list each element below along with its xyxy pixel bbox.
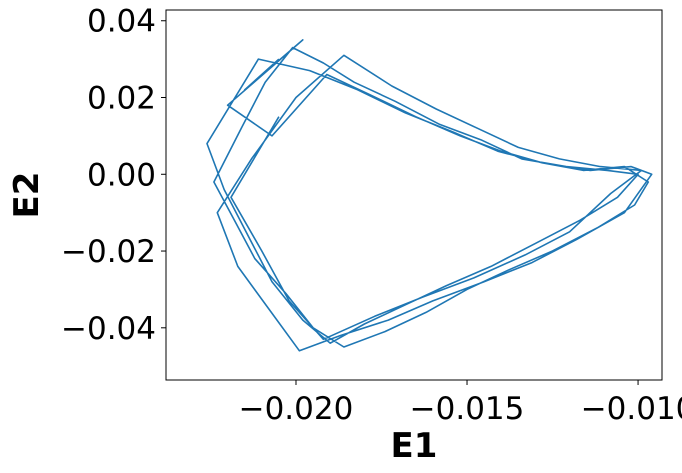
x-axis-ticks: −0.020 −0.015 −0.010 bbox=[239, 380, 682, 427]
x-tick-label: −0.020 bbox=[239, 391, 354, 427]
y-tick-label: −0.04 bbox=[61, 311, 156, 347]
y-axis-label: E2 bbox=[7, 172, 47, 219]
y-axis-ticks: 0.04 0.02 0.00 −0.02 −0.04 bbox=[61, 4, 166, 347]
x-axis-label: E1 bbox=[391, 426, 438, 466]
x-tick-label: −0.015 bbox=[410, 391, 525, 427]
series-line-0 bbox=[206, 39, 653, 352]
x-tick-label: −0.010 bbox=[581, 391, 682, 427]
y-tick-label: 0.00 bbox=[87, 157, 156, 193]
plot-area bbox=[206, 39, 653, 352]
y-tick-label: −0.02 bbox=[61, 234, 156, 270]
y-tick-label: 0.04 bbox=[87, 4, 156, 40]
axes-frame bbox=[165, 9, 663, 381]
y-tick-label: 0.02 bbox=[87, 81, 156, 117]
